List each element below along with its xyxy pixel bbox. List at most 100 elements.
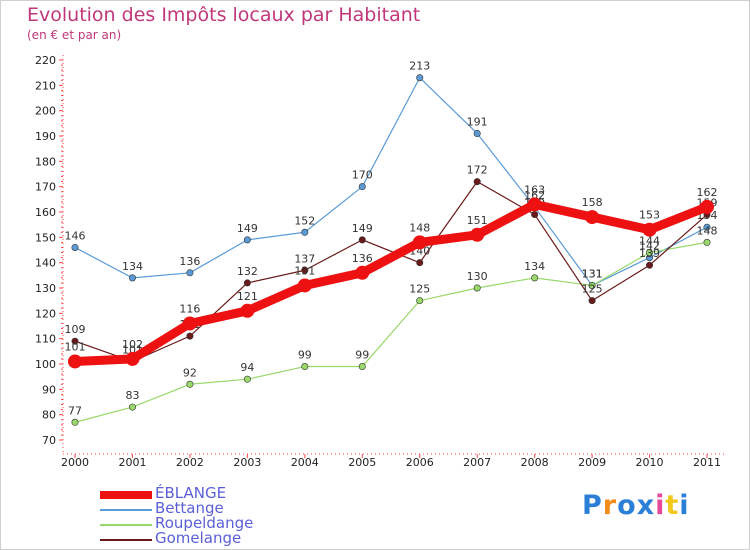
data-label: 149 [237, 222, 258, 235]
data-label: 94 [240, 361, 254, 374]
data-label: 144 [639, 235, 660, 248]
x-tick-label: 2010 [636, 456, 664, 469]
y-tick-label: 220 [35, 54, 56, 67]
x-tick-label: 2005 [348, 456, 376, 469]
logo-letter: P [582, 490, 603, 521]
data-label: 137 [294, 252, 315, 265]
data-label: 149 [352, 222, 373, 235]
x-tick-label: 2001 [118, 456, 146, 469]
logo-letter: i [679, 490, 690, 521]
data-label: 125 [582, 283, 603, 296]
data-label: 170 [352, 169, 373, 182]
data-point [416, 74, 424, 82]
data-point [531, 274, 539, 282]
x-tick-label: 2008 [521, 456, 549, 469]
y-tick-label: 70 [42, 434, 56, 447]
data-label: 158 [582, 196, 603, 209]
data-label: 162 [524, 189, 545, 202]
data-label: 153 [639, 209, 660, 222]
x-tick-label: 2007 [463, 456, 491, 469]
data-label: 134 [122, 260, 143, 273]
logo-letter: i [655, 490, 666, 521]
data-point [416, 259, 424, 267]
y-tick-label: 130 [35, 282, 56, 295]
y-tick-label: 80 [42, 409, 56, 422]
x-tick-label: 2003 [233, 456, 261, 469]
data-point [182, 316, 197, 331]
data-label: 125 [409, 283, 430, 296]
series-line [74, 181, 708, 363]
data-point [412, 235, 427, 250]
data-label: 136 [179, 255, 200, 268]
data-label: 213 [409, 60, 430, 73]
legend-item: Roupeldange [100, 515, 400, 532]
legend-label: Gomelange [155, 529, 242, 547]
data-label: 131 [582, 267, 603, 280]
data-point [646, 261, 654, 269]
data-point [301, 363, 309, 371]
data-label: 151 [467, 214, 488, 227]
data-label: 130 [467, 270, 488, 283]
data-point [128, 274, 136, 282]
data-label: 131 [294, 264, 315, 277]
legend-swatch [100, 491, 152, 499]
y-tick-label: 110 [35, 333, 56, 346]
data-point [585, 210, 600, 225]
data-label: 134 [524, 260, 545, 273]
data-label: 99 [355, 349, 369, 362]
data-point [473, 178, 481, 186]
data-point [703, 238, 711, 246]
legend-item: Gomelange [100, 529, 400, 547]
data-label: 163 [524, 183, 545, 196]
data-label: 142 [639, 240, 660, 253]
data-label: 148 [409, 221, 430, 234]
data-point [588, 297, 596, 305]
data-label: 172 [467, 164, 488, 177]
logo-letter: o [617, 490, 637, 521]
y-tick-label: 120 [35, 307, 56, 320]
data-point [473, 129, 481, 137]
legend-swatch [100, 509, 152, 511]
data-label: 92 [183, 366, 197, 379]
data-label: 131 [582, 267, 603, 280]
data-point [297, 278, 312, 293]
y-tick-label: 210 [35, 79, 56, 92]
data-label: 121 [237, 290, 258, 303]
data-point [243, 375, 251, 383]
data-label: 132 [237, 265, 258, 278]
y-tick-label: 200 [35, 105, 56, 118]
data-label: 99 [298, 349, 312, 362]
data-point [703, 223, 711, 231]
data-label: 77 [68, 404, 82, 417]
legend-swatch [100, 524, 152, 526]
data-point [531, 211, 539, 219]
series-line [74, 77, 708, 287]
data-point [243, 236, 251, 244]
y-tick-label: 150 [35, 231, 56, 244]
data-point [71, 337, 79, 345]
data-label: 152 [294, 214, 315, 227]
data-point [527, 197, 542, 212]
y-tick-label: 90 [42, 383, 56, 396]
series-line [74, 241, 708, 423]
data-point [186, 332, 194, 340]
data-label: 162 [697, 186, 718, 199]
data-point [240, 303, 255, 318]
data-point [128, 403, 136, 411]
data-point [68, 354, 82, 369]
data-label: 109 [65, 323, 86, 336]
y-tick-label: 160 [35, 206, 56, 219]
data-point [642, 222, 657, 237]
data-point [243, 279, 251, 287]
x-tick-label: 2004 [291, 456, 319, 469]
y-tick-label: 190 [35, 130, 56, 143]
data-point [646, 249, 654, 257]
data-point [301, 228, 309, 236]
series-roupeldange: 77 83 92 94 99 99 125 130 134 131 144 148 [68, 224, 718, 426]
y-tick-label: 140 [35, 257, 56, 270]
data-label: 102 [122, 338, 143, 351]
y-tick-label: 100 [35, 358, 56, 371]
y-tick-label: 170 [35, 181, 56, 194]
data-point [186, 269, 194, 277]
x-tick-label: 2002 [176, 456, 204, 469]
